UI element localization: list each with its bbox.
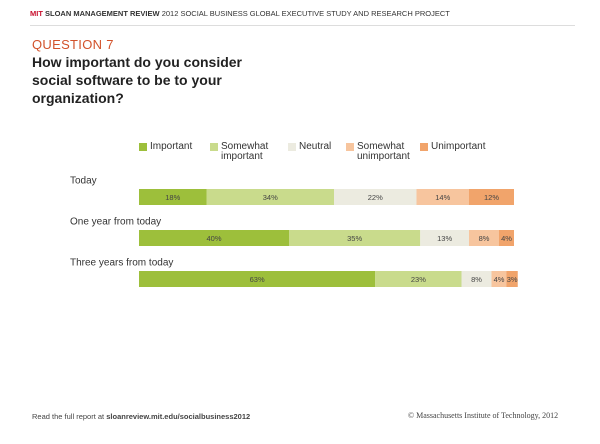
copyright: © Massachusetts Institute of Technology,…	[408, 411, 559, 420]
legend-item: Somewhat important	[210, 142, 281, 162]
value-label: 8%	[471, 275, 482, 284]
legend-swatch	[420, 143, 428, 151]
bar-segment	[334, 189, 417, 205]
brand-mit: MIT	[30, 9, 43, 18]
bar-segment	[469, 189, 514, 205]
legend-item: Somewhat unimportant	[346, 142, 417, 162]
value-label: 4%	[501, 234, 512, 243]
bar-segment	[206, 189, 334, 205]
bar-segment	[499, 230, 514, 246]
footer-url: sloanreview.mit.edu/socialbusiness2012	[106, 412, 251, 421]
header-rule	[30, 25, 575, 26]
value-label: 13%	[437, 234, 452, 243]
value-label: 8%	[479, 234, 490, 243]
legend-swatch	[288, 143, 296, 151]
bar-segment	[491, 271, 507, 287]
legend-item: Important	[139, 142, 210, 152]
value-label: 35%	[347, 234, 362, 243]
row-label: One year from today	[70, 217, 161, 228]
bar-segment	[416, 189, 469, 205]
bar-segment	[506, 271, 518, 287]
value-label: 3%	[507, 275, 518, 284]
bar-segment	[461, 271, 492, 287]
legend-label: Important	[150, 141, 193, 152]
bar-segment	[469, 230, 499, 246]
value-label: 4%	[494, 275, 505, 284]
footer-link: Read the full report at sloanreview.mit.…	[32, 412, 250, 421]
legend-swatch	[139, 143, 147, 151]
legend-swatch	[346, 143, 354, 151]
value-label: 22%	[368, 193, 383, 202]
value-label: 34%	[263, 193, 278, 202]
footer-lead: Read the full report at	[32, 412, 105, 421]
question-number: QUESTION 7	[32, 37, 114, 52]
legend-label: Somewhat unimportant	[357, 141, 410, 162]
legend-label: Somewhat important	[221, 141, 269, 162]
header: MIT SLOAN MANAGEMENT REVIEW 2012 SOCIAL …	[30, 9, 450, 18]
bar-segment	[375, 271, 462, 287]
row-label: Today	[70, 176, 97, 187]
row-label: Three years from today	[70, 258, 173, 269]
value-label: 40%	[206, 234, 221, 243]
legend-swatch	[210, 143, 218, 151]
project: 2012 SOCIAL BUSINESS GLOBAL EXECUTIVE ST…	[161, 9, 450, 18]
value-label: 18%	[165, 193, 180, 202]
chart-title: How important do you consider social sof…	[32, 54, 243, 106]
bar-segment	[420, 230, 469, 246]
brand-name: SLOAN MANAGEMENT REVIEW	[45, 9, 160, 18]
bar-segment	[139, 230, 289, 246]
value-label: 23%	[411, 275, 426, 284]
bar-segment	[139, 189, 207, 205]
legend-item: Unimportant	[420, 142, 491, 152]
legend-label: Neutral	[299, 141, 332, 152]
bar-segment	[289, 230, 421, 246]
bar-segment	[139, 271, 376, 287]
legend-item: Neutral	[288, 142, 359, 152]
value-label: 14%	[435, 193, 450, 202]
legend-label: Unimportant	[431, 141, 486, 152]
value-label: 63%	[250, 275, 265, 284]
value-label: 12%	[484, 193, 499, 202]
